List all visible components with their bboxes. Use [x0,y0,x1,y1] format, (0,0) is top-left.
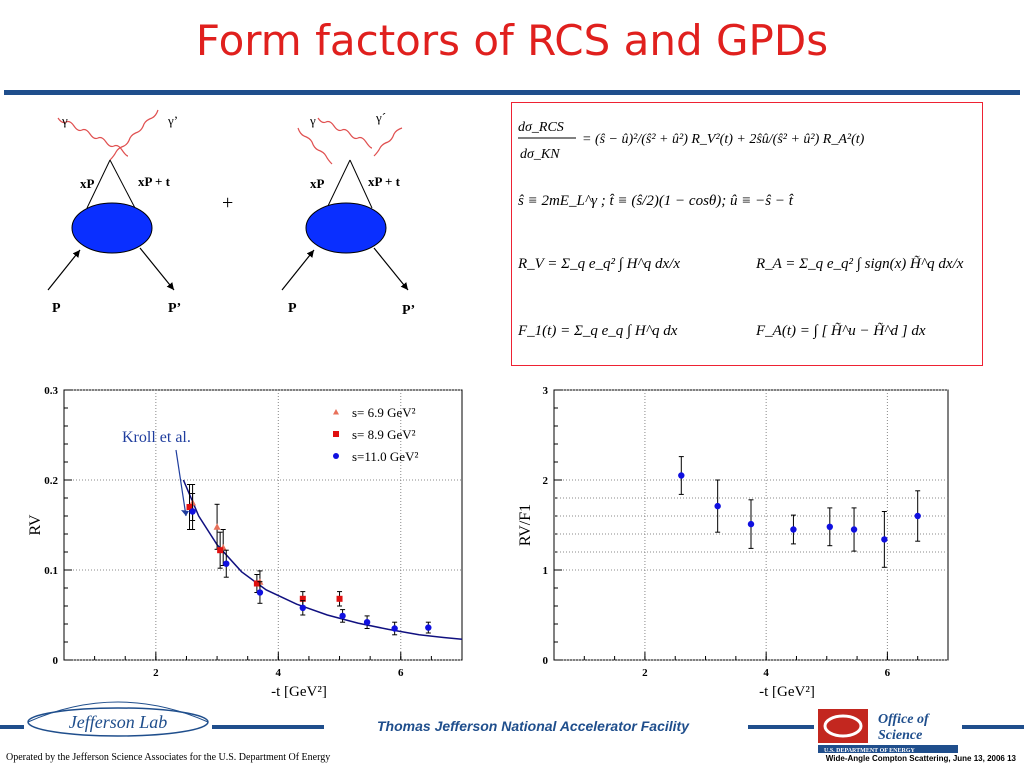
rv-chart: 2 4 6 0 0.1 0.2 0.3 -t [GeV²] RV s= 6.9 GeV² s= 8.… [27,385,463,698]
slide-title: Form factors of RCS and GPDs [195,16,829,65]
svg-text:Science: Science [878,728,922,743]
handbag-diagram-left: γ γ’ xP xP + t P P’ [47,109,181,316]
label-xp-t: xP + t [138,174,171,189]
label-xp-t: xP + t [368,174,401,189]
data-point-square [299,595,306,602]
x-tick-label: 2 [153,667,159,679]
formula-cross-section-rhs: = (ŝ − û)²/(ŝ² + û²) R_V²(t) + 2ŝû/(ŝ² +… [582,132,865,147]
legend-label: s= 6.9 GeV² [352,405,416,420]
x-tick-label: 6 [398,667,404,679]
svg-text:Office of: Office of [878,712,930,727]
plus-sign: + [222,192,234,214]
office-of-science-logo: Office of Science U.S. DEPARTMENT OF ENE… [818,709,958,754]
data-point-circle [914,512,921,520]
svg-text:Jefferson Lab: Jefferson Lab [69,712,168,732]
data-point-circle [881,536,888,543]
data-point-circle [299,604,306,611]
formula-f1: F_1(t) = Σ_q e_q ∫ H^q dx [517,323,678,339]
legend-label: s=11.0 GeV² [352,449,418,464]
plot-frame [63,389,463,661]
title-divider [4,90,1020,95]
legend-marker [333,431,339,437]
x-tick-label: 4 [276,667,282,679]
y-tick-label: 0.2 [44,475,58,487]
handbag-diagram-right: γ γ´ xP xP + t P P’ [281,110,415,318]
annotation-text: Kroll et al. [122,429,191,446]
formula-fa: F_A(t) = ∫ [ H̃^u − H̃^d ] dx [755,323,926,339]
data-point-square [186,504,193,510]
lab-name: Thomas Jefferson National Accelerator Fa… [377,718,689,734]
data-point-circle [391,625,398,632]
annotation-arrowhead [181,510,189,516]
label-gamma-in: γ [309,113,316,128]
y-tick-label: 0.3 [44,385,58,397]
legend-label: s= 8.9 GeV² [352,427,416,442]
jefferson-lab-logo: Jefferson Lab [27,701,209,737]
data-point-circle [223,560,230,567]
data-point-circle [339,612,346,620]
formula-rv: R_V = Σ_q e_q² ∫ H^q dx/x [517,256,680,272]
label-gamma-in: γ [61,113,68,128]
data-point-circle [256,589,264,596]
data-point-circle [826,523,833,530]
svg-text:U.S. DEPARTMENT OF ENERGY: U.S. DEPARTMENT OF ENERGY [824,748,916,754]
y-axis-label: RV/F1 [517,504,534,546]
data-point-circle [678,472,685,479]
label-p: P [288,301,297,316]
data-point-square [336,595,343,602]
y-tick-label: 2 [543,475,549,487]
data-point-circle [189,508,196,515]
y-tick-label: 3 [543,385,549,397]
x-axis-label: -t [GeV²] [759,684,815,698]
label-gamma-out: γ’ [167,113,178,128]
label-gamma-out: γ´ [375,110,386,125]
x-axis-label: -t [GeV²] [271,684,327,698]
formula-mandelstam: ŝ ≡ 2mE_L^γ ; t̂ ≡ (ŝ/2)(1 − cosθ); û ≡ … [518,193,794,209]
data-point-circle [747,520,755,528]
gpd-blob-right [305,202,387,254]
formula-ra: R_A = Σ_q e_q² ∫ sign(x) H̃^q dx/x [755,256,964,272]
data-point-circle [714,502,721,510]
legend-marker [333,409,339,415]
data-point-circle [790,526,797,533]
x-tick-label: 4 [763,667,769,679]
operator-note: Operated by the Jefferson Science Associ… [6,752,331,763]
slide-info: Wide-Angle Compton Scattering, June 13, … [825,754,1016,763]
y-tick-label: 0 [53,655,59,667]
photon-in-line [57,117,129,157]
x-tick-label: 6 [885,667,891,679]
label-xp: xP [310,176,325,191]
y-tick-label: 1 [543,565,549,577]
label-p: P [52,301,61,316]
legend-marker [333,453,339,459]
formula-cross-section-den: dσ_KN [520,147,560,162]
x-tick-label: 2 [642,667,648,679]
data-point-circle [363,619,371,626]
data-point-circle [850,526,858,533]
label-p-prime: P’ [168,301,181,316]
formula-cross-section-num: dσ_RCS [518,120,564,135]
rv-f1-chart: 2 4 6 0 1 2 3 -t [GeV²] RV/F1 [517,385,949,698]
gpd-blob-left [71,202,153,254]
theory-curve [182,479,463,641]
label-p-prime: P’ [402,303,415,318]
annotation-arrow [175,449,187,517]
y-tick-label: 0.1 [44,565,58,577]
formula-box: dσ_RCS dσ_KN = (ŝ − û)²/(ŝ² + û²) R_V²(t… [511,102,983,366]
photon-out-line [109,109,159,161]
data-point-square [217,547,224,554]
y-tick-label: 0 [543,655,549,667]
footer-band [0,720,1024,732]
data-point-square [253,580,260,587]
label-xp: xP [80,176,95,191]
y-axis-label: RV [27,514,44,535]
data-point-triangle [213,523,221,530]
data-point-circle [425,624,432,631]
